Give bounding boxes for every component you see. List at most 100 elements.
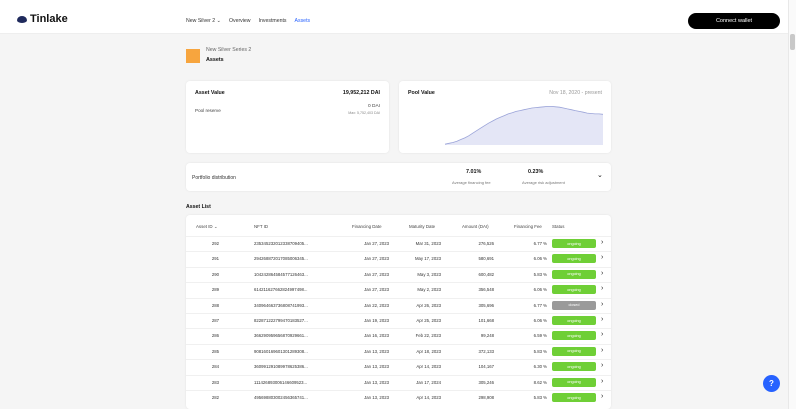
nav-investments[interactable]: Investments: [258, 18, 287, 24]
asset-id-cell: 283: [211, 379, 219, 385]
pool-value-chart: [444, 106, 604, 145]
maturity-date-cell: Apr 25, 2023: [416, 318, 441, 323]
table-row[interactable]: 283 111426893006146609523... Jan 13, 2023 J…: [186, 374, 611, 389]
table-row[interactable]: 285 908160169601301289308... Jan 13, 2023 A…: [186, 343, 611, 358]
maturity-date-cell: Mar 31, 2023: [415, 241, 441, 246]
nft-id-cell: 294268872017085006345...: [254, 256, 308, 262]
chart-line: [444, 106, 604, 145]
maturity-date-cell: Apr 26, 2023: [416, 302, 441, 308]
fee-cell: 5.83 %: [533, 271, 547, 277]
amount-cell: 104,167: [478, 364, 494, 370]
asset-id-cell: 292: [211, 241, 219, 246]
chevron-right-icon[interactable]: ›: [601, 362, 604, 370]
fee-cell: 6.06 %: [533, 287, 547, 293]
financing-date-cell: Jan 27, 2023: [364, 287, 389, 293]
maturity-date-cell: Jan 17, 2024: [416, 379, 441, 385]
tinlake-logo-icon: [17, 15, 27, 23]
fee-cell: 6.59 %: [533, 333, 547, 339]
table-row[interactable]: 282 495698803002456365741... Jan 13, 2023 A…: [186, 390, 611, 404]
chevron-right-icon[interactable]: ›: [601, 393, 604, 400]
top-bar: Tinlake New Silver 2 ⌄ Overview Investme…: [0, 0, 796, 34]
pool-value-range: Nov 18, 2020 - present: [549, 90, 602, 96]
financing-date-cell: Jan 13, 2023: [364, 379, 389, 385]
fee-cell: 6.77 %: [533, 302, 547, 308]
col-financing-fee[interactable]: Financing Fee: [514, 224, 542, 229]
financing-date-cell: Jan 16, 2023: [364, 333, 389, 339]
table-row[interactable]: 290 104242864584577126463... Jan 27, 2023 M…: [186, 266, 611, 281]
status-badge: ongoing: [552, 316, 596, 325]
chevron-right-icon[interactable]: ›: [601, 300, 604, 308]
table-row[interactable]: 286 366290959656870929661... Jan 16, 2023 F…: [186, 328, 611, 342]
asset-id-cell: 290: [211, 271, 219, 277]
fee-cell: 5.83 %: [533, 348, 547, 354]
asset-id-cell: 284: [211, 364, 219, 370]
table-row[interactable]: 287 822871222799470183527... Jan 19, 2023 A…: [186, 313, 611, 327]
chevron-right-icon[interactable]: ›: [601, 346, 604, 354]
col-nft-id[interactable]: NFT ID: [254, 224, 269, 229]
table-row[interactable]: 289 614211627662824997498... Jan 27, 2023 M…: [186, 282, 611, 296]
avg-risk-label: Average risk adjustment: [522, 180, 565, 185]
fee-cell: 6.30 %: [533, 364, 547, 370]
status-badge: ongoing: [552, 254, 596, 264]
chevron-right-icon[interactable]: ›: [601, 239, 604, 246]
maturity-date-cell: Apr 14, 2023: [416, 364, 441, 370]
fee-cell: 6.77 %: [533, 241, 547, 246]
amount-cell: 99,248: [480, 333, 494, 339]
pool-icon: [186, 49, 200, 63]
nft-id-cell: 366290959656870929661...: [254, 333, 308, 339]
status-badge: ongoing: [552, 285, 596, 295]
maturity-date-cell: Feb 22, 2023: [415, 333, 441, 339]
nft-id-cell: 111426893006146609523...: [254, 379, 308, 385]
amount-cell: 101,668: [478, 318, 494, 323]
maturity-date-cell: May 2, 2023: [417, 287, 441, 293]
avg-risk-value: 0.23%: [528, 169, 544, 175]
nft-id-cell: 822871222799470183527...: [254, 318, 308, 323]
nav-overview[interactable]: Overview: [228, 18, 251, 24]
chevron-down-icon: ⌄: [213, 224, 218, 229]
connect-wallet-button[interactable]: Connect wallet: [688, 13, 780, 29]
chevron-right-icon[interactable]: ›: [601, 377, 604, 385]
nav-pool-label: New Silver 2: [186, 18, 216, 24]
col-maturity-date[interactable]: Maturity Date: [409, 224, 436, 229]
table-row[interactable]: 291 294268872017085006345... Jan 27, 2023 M…: [186, 251, 611, 265]
chevron-right-icon[interactable]: ›: [601, 285, 604, 293]
table-row[interactable]: 288 340964663736808741993... Jan 22, 2023 A…: [186, 297, 611, 312]
col-status[interactable]: Status: [552, 224, 565, 229]
pool-reserve-max: Max: 5,752,403 DAI: [348, 111, 380, 115]
chevron-right-icon[interactable]: ›: [601, 254, 604, 262]
col-asset-id[interactable]: Asset ID ⌄: [196, 224, 218, 230]
maturity-date-cell: May 3, 2023: [417, 271, 441, 277]
portfolio-distribution-card[interactable]: Portfolio distribution 7.01% Average fin…: [186, 163, 611, 191]
nft-id-cell: 360991291089978625386...: [254, 364, 308, 370]
amount-cell: 276,526: [478, 241, 494, 246]
pool-name: New Silver Series 2: [206, 47, 252, 53]
asset-value-label: Asset Value: [195, 90, 225, 96]
nav-pool-selector[interactable]: New Silver 2 ⌄: [186, 18, 221, 24]
status-badge: closed: [552, 300, 596, 310]
nav-assets[interactable]: Assets: [294, 18, 311, 24]
asset-value-card: Asset Value 19,952,212 DAI Pool reserve …: [186, 81, 389, 153]
fee-cell: 8.62 %: [533, 379, 547, 385]
chevron-right-icon[interactable]: ›: [601, 331, 604, 339]
page-scrollbar[interactable]: [788, 0, 796, 409]
financing-date-cell: Jan 13, 2023: [364, 395, 389, 400]
avg-fee-value: 7.01%: [466, 169, 482, 175]
table-row[interactable]: 284 360991291089978625386... Jan 13, 2023 A…: [186, 359, 611, 373]
asset-value-amount: 19,952,212 DAI: [342, 90, 380, 96]
financing-date-cell: Jan 13, 2023: [364, 364, 389, 370]
col-financing-date[interactable]: Financing Date: [352, 224, 382, 229]
scroll-thumb[interactable]: [790, 34, 795, 50]
col-amount[interactable]: Amount (DAI): [462, 224, 489, 229]
help-icon: ?: [769, 379, 774, 388]
table-row[interactable]: 292 235345232012338709405... Jan 27, 2023 M…: [186, 236, 611, 250]
chevron-right-icon[interactable]: ›: [601, 316, 604, 323]
tinlake-logo[interactable]: Tinlake: [17, 13, 68, 25]
chevron-right-icon[interactable]: ›: [601, 269, 604, 277]
financing-date-cell: Jan 13, 2023: [364, 348, 389, 354]
status-badge: ongoing: [552, 362, 596, 372]
pool-value-card: Pool Value Nov 18, 2020 - present: [399, 81, 611, 153]
logo-text: Tinlake: [30, 13, 68, 25]
help-button[interactable]: ?: [763, 375, 780, 392]
chevron-down-icon[interactable]: ⌄: [597, 172, 603, 179]
nft-id-cell: 908160169601301289308...: [254, 348, 308, 354]
